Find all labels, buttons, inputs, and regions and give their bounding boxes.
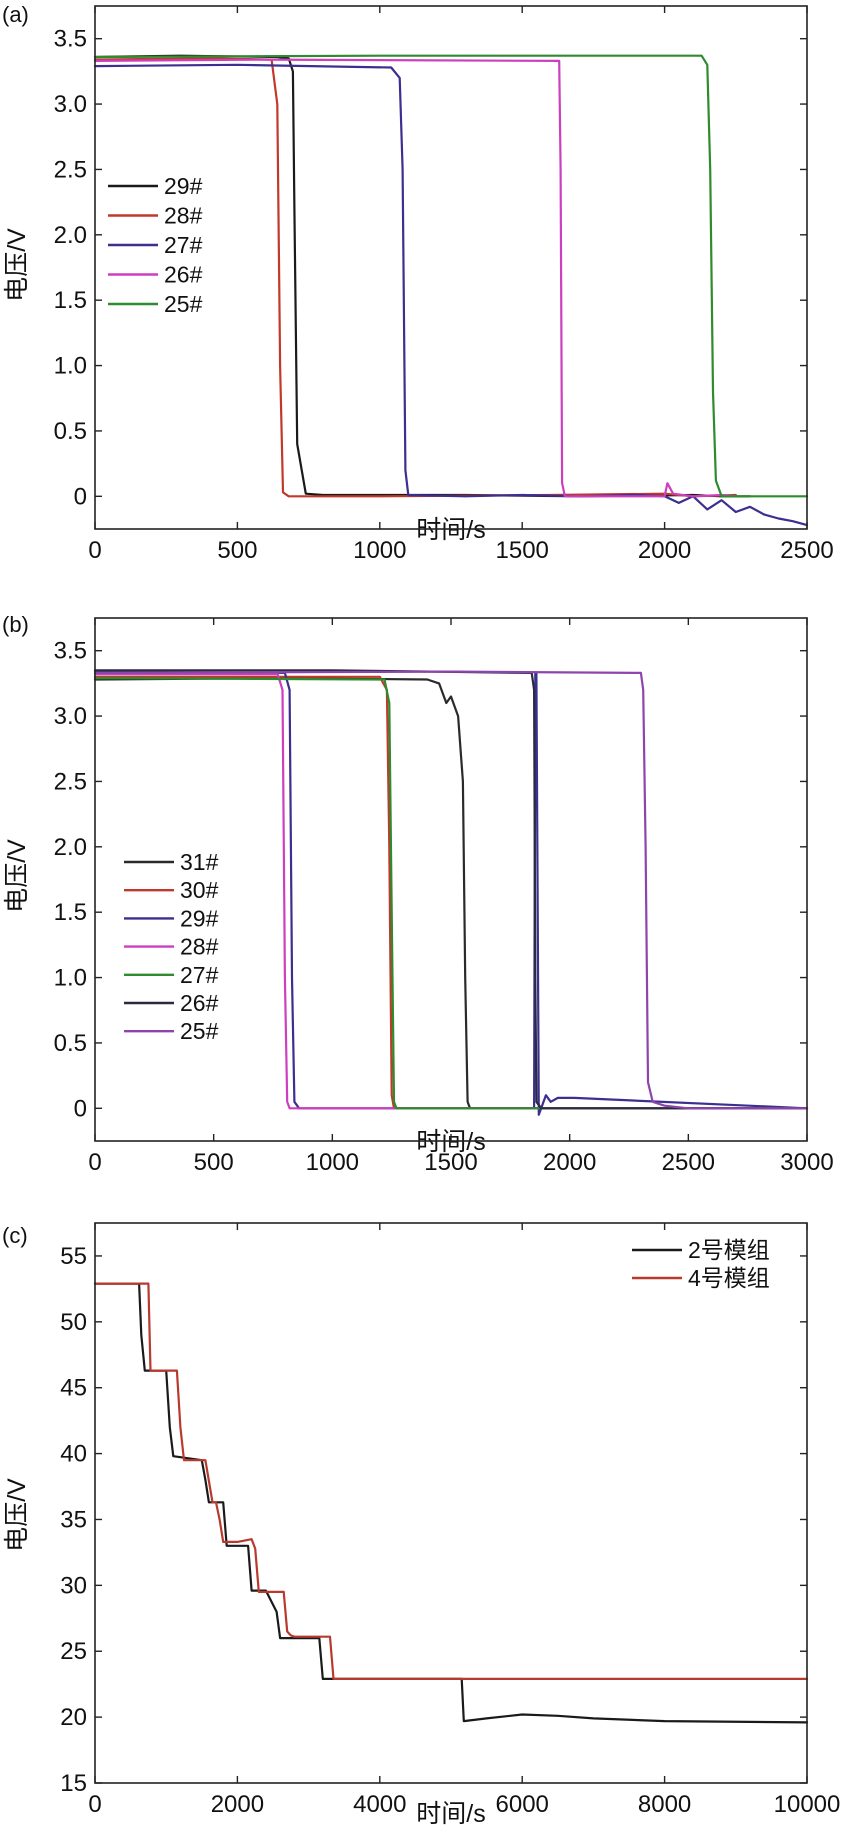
- panel-c-series: [93, 1282, 809, 1724]
- y-tick-label: 3.0: [54, 91, 87, 118]
- legend-label: 30#: [180, 877, 219, 903]
- legend-label: 28#: [180, 934, 219, 960]
- y-tick-label: 25: [60, 1638, 87, 1665]
- x-tick-label: 2500: [662, 1149, 715, 1176]
- series-line-28#: [93, 673, 809, 1110]
- legend-label: 2号模组: [688, 1237, 770, 1263]
- series-line-25#: [93, 54, 809, 498]
- y-tick-label: 1.0: [54, 353, 87, 380]
- series-line-25#: [93, 670, 809, 1110]
- legend-label: 26#: [180, 990, 219, 1016]
- panel-c: (c) 电压/V 时间/s 0 2000 4000 6000 8000 10000 15 20…: [2, 1222, 840, 1826]
- y-tick-label: 55: [60, 1243, 87, 1270]
- x-tick-label: 500: [217, 537, 257, 564]
- panel-a-legend: 29# 28# 27# 26# 25#: [108, 173, 203, 317]
- x-tick-label: 0: [88, 1149, 101, 1176]
- series-line-2号模组: [93, 1282, 809, 1724]
- y-tick-label: 3.5: [54, 26, 87, 53]
- y-tick-label: 2.0: [54, 834, 87, 861]
- x-tick-label: 1000: [353, 537, 406, 564]
- x-tick-label: 6000: [496, 1791, 549, 1818]
- y-tick-label: 45: [60, 1375, 87, 1402]
- series-line-26#: [93, 669, 809, 1110]
- panel-c-ticks: 0 2000 4000 6000 8000 10000 15 20 25 30 35 40 45 50 55: [60, 1223, 840, 1818]
- legend-label: 27#: [164, 232, 203, 258]
- y-tick-label: 30: [60, 1572, 87, 1599]
- y-tick-label: 1.0: [54, 965, 87, 992]
- panel-b-legend: 31#30#29# 28#27#26#25#: [124, 849, 219, 1044]
- y-tick-label: 1.5: [54, 287, 87, 314]
- x-tick-label: 10000: [774, 1791, 841, 1818]
- x-tick-label: 2000: [211, 1791, 264, 1818]
- y-tick-label: 1.5: [54, 899, 87, 926]
- x-tick-label: 1500: [496, 537, 549, 564]
- y-tick-label: 2.5: [54, 156, 87, 183]
- panel-c-label: (c): [2, 1223, 28, 1248]
- legend-label: 25#: [164, 291, 203, 317]
- x-tick-label: 8000: [638, 1791, 691, 1818]
- x-tick-label: 3000: [780, 1149, 833, 1176]
- y-tick-label: 0.5: [54, 418, 87, 445]
- y-tick-label: 3.0: [54, 703, 87, 730]
- panel-b-ticks: 0 500 1000 1500 2000 2500 3000 0 0.5 1.0 1.5 2.0 2.5…: [54, 618, 834, 1176]
- x-tick-label: 2000: [543, 1149, 596, 1176]
- panel-a-ticks: 0 500 1000 1500 2000 2500 0 0.5 1.0 1.5 2.0 2.5 3.0 3…: [54, 6, 834, 564]
- x-tick-label: 2500: [780, 537, 833, 564]
- legend-label: 4号模组: [688, 1265, 770, 1291]
- y-tick-label: 0: [74, 483, 87, 510]
- series-line-4号模组: [93, 1282, 809, 1681]
- y-tick-label: 15: [60, 1770, 87, 1797]
- panel-c-ylabel: 电压/V: [3, 1478, 31, 1552]
- y-tick-label: 2.0: [54, 222, 87, 249]
- legend-label: 29#: [180, 905, 219, 931]
- y-tick-label: 0.5: [54, 1030, 87, 1057]
- x-tick-label: 2000: [638, 537, 691, 564]
- y-tick-label: 2.5: [54, 768, 87, 795]
- panel-a-xlabel: 时间/s: [416, 516, 485, 544]
- panel-a: (a) 电压/V 时间/s 0 500 1000 1500 2000 2500 0 0.5 1.…: [2, 2, 834, 564]
- panel-c-frame: [94, 1222, 808, 1784]
- panel-c-xlabel: 时间/s: [416, 1800, 485, 1826]
- y-tick-label: 3.5: [54, 638, 87, 665]
- y-tick-label: 20: [60, 1704, 87, 1731]
- panel-b: (b) 电压/V 时间/s 0 500 1000 1500 2000 2500 300000…: [2, 612, 834, 1176]
- series-line-26#: [93, 58, 737, 498]
- series-line-27#: [93, 676, 809, 1110]
- panel-b-xlabel: 时间/s: [416, 1128, 485, 1156]
- x-tick-label: 0: [88, 537, 101, 564]
- x-tick-label: 500: [194, 1149, 234, 1176]
- panel-b-frame: [94, 617, 808, 1142]
- y-tick-label: 50: [60, 1309, 87, 1336]
- y-tick-label: 35: [60, 1506, 87, 1533]
- legend-label: 25#: [180, 1018, 219, 1044]
- legend-label: 26#: [164, 262, 203, 288]
- y-tick-label: 40: [60, 1441, 87, 1468]
- panel-a-ylabel: 电压/V: [3, 228, 31, 302]
- x-tick-label: 0: [88, 1791, 101, 1818]
- panel-a-series: [93, 54, 809, 527]
- panel-b-ylabel: 电压/V: [3, 839, 31, 913]
- y-tick-label: 0: [74, 1095, 87, 1122]
- legend-label: 29#: [164, 173, 203, 199]
- panel-a-label: (a): [2, 2, 29, 27]
- x-tick-label: 1000: [306, 1149, 359, 1176]
- legend-label: 31#: [180, 849, 219, 875]
- legend-label: 28#: [164, 203, 203, 229]
- legend-label: 27#: [180, 962, 219, 988]
- panel-a-frame: [94, 5, 808, 530]
- panel-b-label: (b): [2, 612, 29, 637]
- panel-b-series: [93, 669, 809, 1116]
- x-tick-label: 1500: [424, 1149, 477, 1176]
- x-tick-label: 4000: [353, 1791, 406, 1818]
